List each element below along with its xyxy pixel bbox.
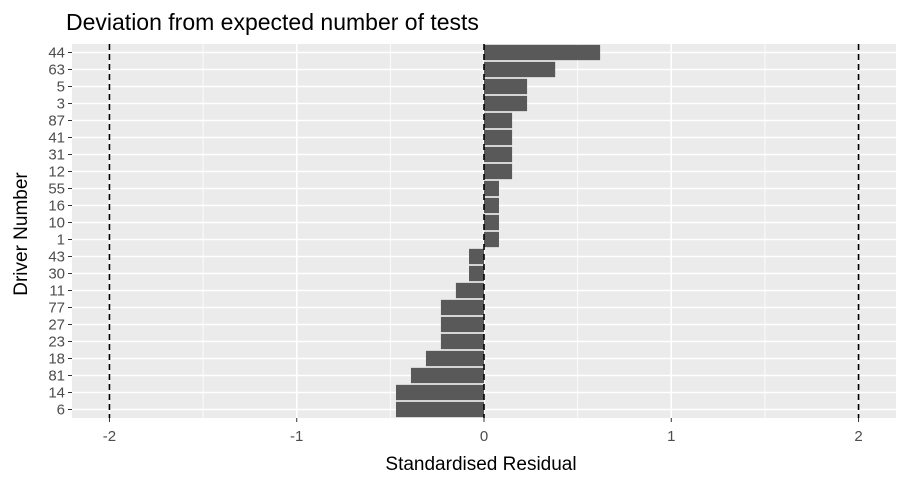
reference-lines (108, 44, 860, 418)
bar-driver-12 (484, 163, 513, 180)
minor-gridlines (202, 44, 766, 418)
y-tick-label: 77 (48, 300, 65, 317)
y-tick-label: 18 (48, 351, 65, 368)
y-tick-label: 10 (48, 215, 65, 232)
y-tick-label: 41 (48, 130, 65, 147)
bar-driver-16 (484, 197, 499, 214)
x-tick-label: -1 (290, 428, 303, 445)
y-tick-label: 14 (48, 385, 65, 402)
y-tick-label: 27 (48, 317, 65, 334)
bar-driver-31 (484, 146, 513, 163)
chart-title: Deviation from expected number of tests (66, 9, 479, 35)
x-tick-label: 0 (480, 428, 488, 445)
x-axis-title: Standardised Residual (385, 454, 576, 475)
y-tick-label: 5 (57, 79, 65, 96)
y-tick-label: 44 (48, 45, 65, 62)
bar-driver-14 (395, 384, 484, 401)
bar-driver-5 (484, 78, 528, 95)
bar-driver-6 (395, 401, 484, 418)
bar-driver-77 (440, 299, 484, 316)
y-axis-title: Driver Number (11, 172, 32, 296)
y-tick-label: 87 (48, 113, 65, 130)
x-tick-label: 2 (854, 428, 862, 445)
y-tick-label: 16 (48, 198, 65, 215)
y-tick-label: 6 (57, 402, 65, 419)
y-tick-label: 23 (48, 334, 65, 351)
bar-driver-41 (484, 129, 513, 146)
bars (395, 44, 601, 418)
y-tick-label: 55 (48, 181, 65, 198)
bar-driver-81 (410, 367, 484, 384)
y-tick-label: 43 (48, 249, 65, 266)
bar-driver-43 (469, 248, 484, 265)
bar-driver-3 (484, 95, 528, 112)
bar-driver-27 (440, 316, 484, 333)
bar-driver-23 (440, 333, 484, 350)
y-tick-label: 12 (48, 164, 65, 181)
bar-driver-63 (484, 61, 556, 78)
y-tick-label: 81 (48, 368, 65, 385)
x-tick-label: 1 (667, 428, 675, 445)
y-tick-label: 30 (48, 266, 65, 283)
y-tick-label: 63 (48, 62, 65, 79)
y-tick-label: 31 (48, 147, 65, 164)
y-tick-label: 3 (57, 96, 65, 113)
bar-driver-55 (484, 180, 499, 197)
y-tick-label: 1 (57, 232, 65, 249)
bar-driver-18 (425, 350, 484, 367)
x-tick-label: -2 (103, 428, 116, 445)
y-tick-label: 11 (49, 283, 65, 300)
bar-driver-10 (484, 214, 499, 231)
x-axis: -2 -1 0 1 2 (103, 418, 863, 445)
bar-driver-44 (484, 44, 601, 61)
bar-driver-1 (484, 231, 499, 248)
bar-driver-87 (484, 112, 513, 129)
bar-driver-30 (469, 265, 484, 282)
bar-driver-11 (455, 282, 484, 299)
